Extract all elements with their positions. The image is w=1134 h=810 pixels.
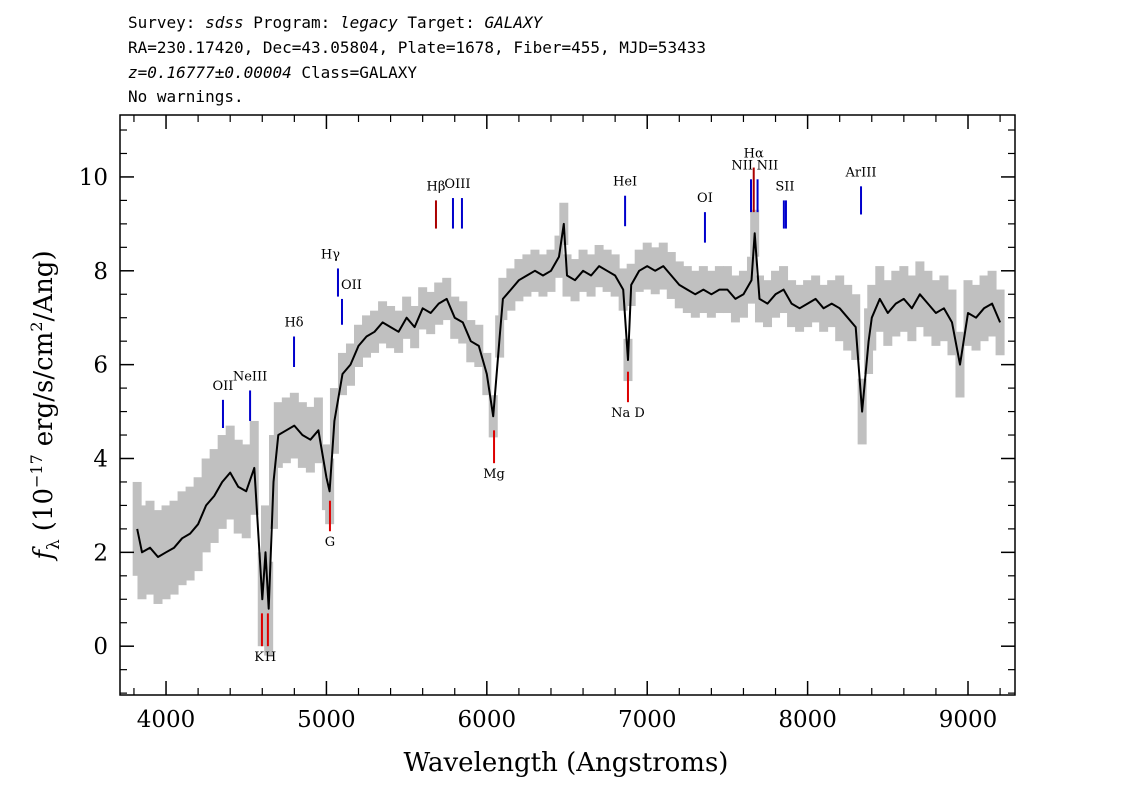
header-line: Survey: sdss Program: legacy Target: GAL… bbox=[128, 13, 544, 32]
header-text: Program: bbox=[253, 13, 330, 32]
header-text: Target: bbox=[407, 13, 474, 32]
y-tick-label: 8 bbox=[93, 259, 108, 285]
header-text: sdss bbox=[205, 13, 244, 32]
line-label: OIII bbox=[444, 177, 470, 192]
header-line: z=0.16777±0.00004 Class=GALAXY bbox=[128, 63, 417, 82]
header-text: Class=GALAXY bbox=[301, 63, 417, 82]
y-tick-label: 6 bbox=[93, 353, 108, 379]
y-label-part: (10 bbox=[29, 488, 59, 531]
x-tick-label: 6000 bbox=[458, 707, 517, 733]
x-tick-label: 5000 bbox=[297, 707, 356, 733]
line-label: NII bbox=[757, 158, 779, 173]
plot-area bbox=[132, 202, 1005, 656]
line-label: Hγ bbox=[321, 247, 340, 262]
y-label-part: λ bbox=[44, 539, 64, 550]
header-line: No warnings. bbox=[128, 87, 244, 106]
line-label: G bbox=[325, 535, 335, 550]
line-label: OII bbox=[213, 379, 234, 394]
line-label: K bbox=[254, 650, 264, 665]
line-label: NeIII bbox=[233, 369, 267, 384]
y-tick-label: 2 bbox=[93, 540, 108, 566]
line-label: H bbox=[265, 650, 276, 665]
line-label: SII bbox=[775, 179, 794, 194]
y-label-part: −17 bbox=[27, 454, 46, 488]
line-label: Hα bbox=[744, 147, 764, 162]
plot-frame bbox=[119, 114, 1016, 696]
y-tick-label: 10 bbox=[79, 165, 108, 191]
y-tick-label: 4 bbox=[93, 446, 108, 472]
x-tick-label: 7000 bbox=[618, 707, 677, 733]
y-label-part: erg/s/cm bbox=[29, 332, 59, 447]
header-line: RA=230.17420, Dec=43.05804, Plate=1678, … bbox=[128, 38, 706, 57]
y-label-part: 2 bbox=[27, 321, 46, 331]
line-label: NII bbox=[731, 158, 753, 173]
line-label: OII bbox=[341, 278, 362, 293]
y-label-part: /Ang) bbox=[29, 250, 59, 321]
x-tick-label: 4000 bbox=[137, 707, 196, 733]
line-label: Na D bbox=[611, 406, 645, 421]
y-tick-label: 0 bbox=[93, 634, 108, 660]
line-label: Hδ bbox=[284, 315, 303, 330]
line-label: Mg bbox=[483, 467, 505, 482]
error-band bbox=[132, 481, 142, 576]
x-tick-label: 8000 bbox=[778, 707, 837, 733]
x-axis-label: Wavelength (Angstroms) bbox=[404, 748, 729, 778]
error-band bbox=[995, 289, 1005, 356]
x-tick-label: 9000 bbox=[939, 707, 998, 733]
line-label: HeI bbox=[613, 175, 637, 190]
line-label: ArIII bbox=[845, 165, 877, 180]
header-text: legacy bbox=[340, 13, 398, 32]
header-text: Survey: bbox=[128, 13, 195, 32]
line-label: Hβ bbox=[427, 179, 446, 194]
line-label: OI bbox=[697, 191, 713, 206]
header-text: z=0.16777±0.00004 bbox=[128, 63, 292, 82]
header-text: GALAXY bbox=[484, 13, 543, 32]
spectrum-line bbox=[136, 222, 1002, 610]
y-axis-label: fλ(10−17erg/s/cm2/Ang) bbox=[27, 250, 64, 561]
